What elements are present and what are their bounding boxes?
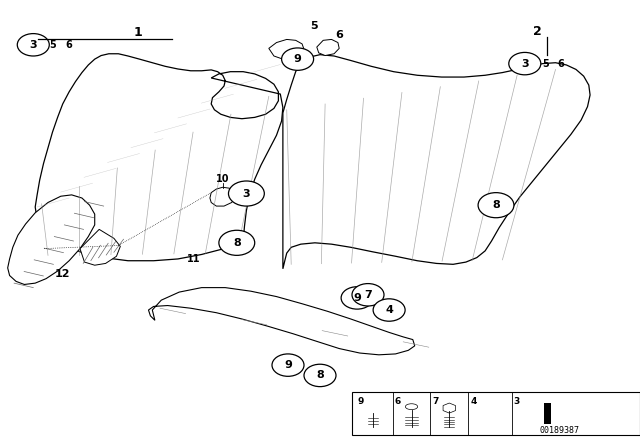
- Text: 3: 3: [513, 397, 520, 406]
- Polygon shape: [210, 187, 236, 206]
- Polygon shape: [269, 39, 304, 59]
- Polygon shape: [80, 229, 120, 265]
- Circle shape: [304, 364, 336, 387]
- Circle shape: [219, 230, 255, 255]
- Text: 5: 5: [50, 40, 56, 50]
- Text: 7: 7: [433, 397, 439, 406]
- Text: 8: 8: [233, 238, 241, 248]
- Text: 9: 9: [284, 360, 292, 370]
- Text: 5: 5: [542, 59, 548, 69]
- Text: 8: 8: [492, 200, 500, 210]
- Text: 8: 8: [316, 370, 324, 380]
- Ellipse shape: [405, 404, 418, 409]
- Polygon shape: [482, 404, 499, 427]
- Text: 00189387: 00189387: [540, 426, 580, 435]
- Text: 9: 9: [353, 293, 361, 303]
- Polygon shape: [317, 39, 339, 56]
- Text: 2: 2: [533, 25, 542, 38]
- Text: 4: 4: [471, 397, 477, 406]
- Circle shape: [272, 354, 304, 376]
- Text: 6: 6: [335, 30, 343, 40]
- Text: 5: 5: [310, 21, 317, 31]
- Circle shape: [282, 48, 314, 70]
- Circle shape: [373, 299, 405, 321]
- Text: 3: 3: [521, 59, 529, 69]
- Text: 9: 9: [357, 397, 364, 406]
- Circle shape: [228, 181, 264, 206]
- Text: 11: 11: [186, 254, 200, 264]
- FancyBboxPatch shape: [543, 403, 551, 424]
- Polygon shape: [283, 55, 590, 269]
- Circle shape: [352, 284, 384, 306]
- Text: 6: 6: [395, 397, 401, 406]
- Polygon shape: [148, 288, 415, 355]
- Text: 1: 1: [133, 26, 142, 39]
- Text: 6: 6: [66, 40, 72, 50]
- Text: 3: 3: [29, 40, 37, 50]
- Text: 3: 3: [243, 189, 250, 198]
- Text: 7: 7: [364, 290, 372, 300]
- Text: 12: 12: [55, 269, 70, 279]
- Polygon shape: [8, 195, 95, 284]
- Circle shape: [478, 193, 514, 218]
- FancyBboxPatch shape: [352, 392, 640, 435]
- Text: 9: 9: [294, 54, 301, 64]
- Circle shape: [17, 34, 49, 56]
- Text: 10: 10: [216, 174, 230, 184]
- Polygon shape: [367, 404, 380, 413]
- Polygon shape: [522, 404, 550, 422]
- Text: 6: 6: [557, 59, 564, 69]
- Text: 4: 4: [385, 305, 393, 315]
- Circle shape: [509, 52, 541, 75]
- Circle shape: [341, 287, 373, 309]
- Polygon shape: [35, 54, 283, 261]
